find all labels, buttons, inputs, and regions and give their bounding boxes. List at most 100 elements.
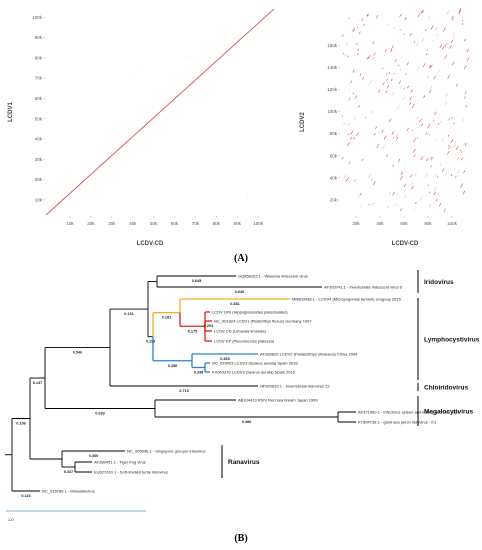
- dot-segment: [435, 138, 438, 142]
- dot: [255, 49, 256, 51]
- dot-segment: [437, 69, 440, 73]
- y-axis-label: LCDV2: [300, 112, 306, 132]
- leaf-label: AF371960.1 - Infectious spleen and kidne…: [358, 409, 459, 414]
- dot-segment: [396, 136, 399, 140]
- dot-segment: [444, 54, 447, 60]
- dot: [272, 95, 273, 97]
- leaf-label: LCDV CD (Limanda limanda): [214, 328, 266, 333]
- x-tick-label: 30k: [108, 221, 116, 226]
- dot-segment: [452, 18, 454, 21]
- dot-segment: [447, 144, 449, 147]
- dot-segment: [455, 146, 459, 151]
- dot: [106, 54, 108, 56]
- dot-segment: [388, 72, 391, 75]
- y-tick-label: 20k: [330, 198, 338, 203]
- dot-segment: [413, 149, 416, 153]
- dot-segment: [442, 43, 445, 46]
- dot: [211, 95, 212, 97]
- dot: [173, 113, 175, 114]
- group-label: Iridovirus: [424, 279, 454, 286]
- dot-segment: [449, 45, 452, 49]
- dot: [80, 199, 82, 200]
- dot: [205, 155, 207, 157]
- dot: [252, 103, 253, 104]
- branch-length: 0.156: [16, 422, 26, 426]
- leaf-label: AF389451.1 - Tiger frog virus: [94, 459, 146, 464]
- dot-segment: [428, 64, 432, 69]
- branch-length: 0.119: [146, 340, 155, 344]
- dot: [93, 124, 94, 126]
- leaf-label: NC_001824 LCDV1 (Platichthys flesus) Ger…: [214, 318, 312, 323]
- dot-segment: [413, 138, 417, 143]
- dot-segment: [413, 41, 416, 44]
- dot-segment: [465, 105, 468, 108]
- dot-segment: [430, 165, 433, 168]
- group-label: Chloiridovirus: [424, 384, 468, 391]
- dot-segment: [382, 145, 386, 150]
- x-tick-label: 40k: [376, 221, 384, 226]
- dot-segment: [404, 17, 407, 20]
- dot-segment: [453, 122, 455, 125]
- dot-segment: [425, 173, 428, 178]
- dot-segment: [447, 150, 450, 155]
- branch-length: 0.646: [235, 290, 245, 294]
- dot: [71, 177, 72, 179]
- dot: [218, 83, 219, 84]
- dot-segment: [425, 53, 428, 56]
- dot-segment: [452, 36, 455, 39]
- dot-segment: [430, 65, 432, 69]
- dot-segment: [426, 75, 430, 80]
- dot-segment: [466, 48, 470, 53]
- dot-segment: [357, 194, 361, 198]
- dot-segment: [416, 66, 420, 71]
- dot-segment: [421, 38, 425, 43]
- dot: [163, 42, 164, 44]
- dot-segment: [441, 46, 445, 50]
- dot-segment: [354, 117, 356, 120]
- dot-segment: [342, 52, 345, 55]
- dot: [226, 189, 228, 191]
- branch-length: 0.381: [230, 302, 240, 306]
- scale-label: 1.0: [8, 517, 14, 522]
- dot: [121, 89, 122, 90]
- dot-segment: [434, 112, 437, 116]
- dot-segment: [416, 116, 419, 120]
- dot: [196, 116, 198, 117]
- dot-segment: [435, 173, 438, 177]
- dot-segment: [464, 143, 467, 146]
- dot-segment: [427, 16, 431, 20]
- dot: [48, 59, 49, 61]
- dot-segment: [430, 156, 433, 160]
- dot: [72, 109, 74, 111]
- dot-segment: [393, 72, 395, 75]
- x-tick-label: 60k: [400, 221, 408, 226]
- dot-segment: [357, 19, 359, 21]
- leaf-label: GQ858162.1 - Wiseana iridescent virus: [238, 273, 308, 278]
- dot: [147, 42, 149, 44]
- dot: [64, 30, 65, 32]
- dot-segment: [403, 183, 407, 188]
- dot-segment: [413, 154, 416, 158]
- dot: [201, 139, 203, 141]
- branch-length: 0.256: [168, 364, 178, 368]
- dot-segment: [406, 127, 409, 132]
- dot: [249, 16, 250, 17]
- dot-segment: [386, 154, 389, 158]
- dot-segment: [375, 14, 379, 19]
- dot: [46, 196, 47, 198]
- panel-label: (A): [234, 253, 248, 264]
- dot: [155, 47, 157, 48]
- dot-segment: [465, 49, 468, 52]
- dot-segment: [445, 172, 448, 177]
- dot-segment: [443, 27, 446, 32]
- dot-segment: [404, 162, 406, 165]
- dot-segment: [352, 69, 355, 73]
- dot: [130, 77, 132, 79]
- dot-segment: [417, 13, 421, 18]
- dot-segment: [359, 73, 362, 77]
- dot-plot-diagonal: [45, 8, 275, 216]
- dot-segment: [462, 190, 466, 195]
- dot: [63, 92, 65, 94]
- dot-segment: [350, 130, 354, 135]
- dot: [186, 56, 187, 57]
